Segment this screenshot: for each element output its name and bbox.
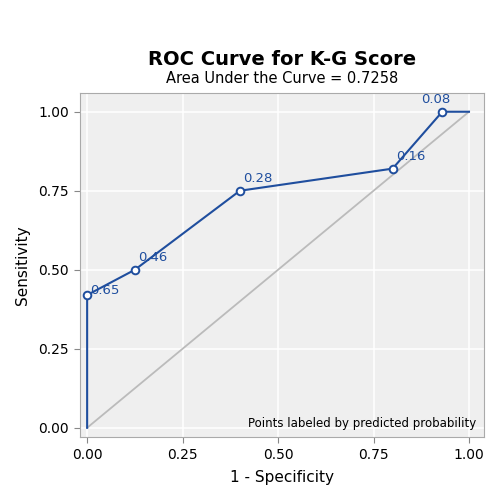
Text: Area Under the Curve = 0.7258: Area Under the Curve = 0.7258 [166, 71, 398, 86]
X-axis label: 1 - Specificity: 1 - Specificity [230, 470, 334, 485]
Text: 0.08: 0.08 [421, 93, 450, 106]
Text: 0.46: 0.46 [138, 251, 167, 264]
Text: Points labeled by predicted probability: Points labeled by predicted probability [248, 418, 476, 430]
Text: 0.16: 0.16 [396, 150, 425, 163]
Y-axis label: Sensitivity: Sensitivity [15, 225, 30, 305]
Text: 0.28: 0.28 [243, 172, 272, 185]
Title: ROC Curve for K-G Score: ROC Curve for K-G Score [148, 50, 416, 69]
Text: 0.65: 0.65 [90, 284, 120, 296]
